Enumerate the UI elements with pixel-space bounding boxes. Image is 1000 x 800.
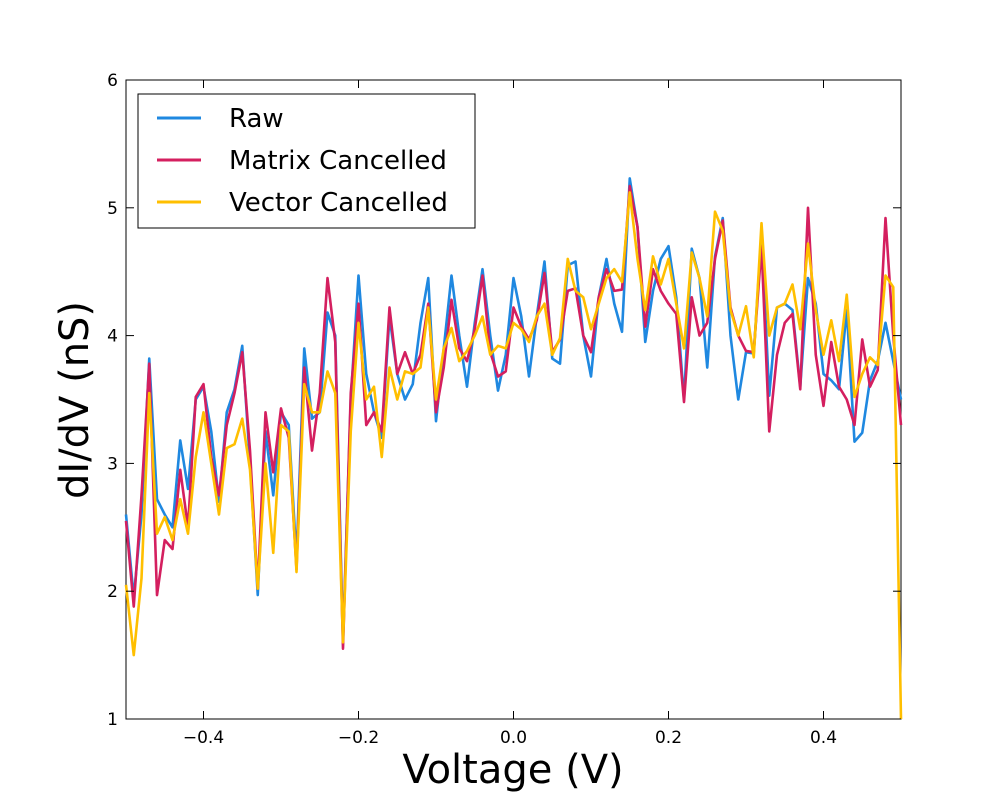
- x-tick-label: 0.4: [810, 728, 837, 748]
- x-tick-label: −0.4: [183, 728, 224, 748]
- y-axis-title: dI/dV (nS): [52, 301, 98, 499]
- series-layer: [124, 177, 903, 720]
- legend-label-raw: Raw: [229, 104, 284, 134]
- y-tick-label: 5: [107, 199, 118, 219]
- legend-label-matrix-cancelled: Matrix Cancelled: [229, 146, 447, 176]
- x-axis-title: Voltage (V): [402, 747, 623, 793]
- tick-layer: −0.4 −0.2 0.0 0.2 0.4 1 2 3 4 5 6: [107, 71, 901, 748]
- x-tick-label: 0.0: [500, 728, 527, 748]
- x-tick-label: −0.2: [338, 728, 379, 748]
- y-tick-label: 2: [107, 582, 118, 602]
- y-tick-label: 4: [107, 327, 118, 347]
- series-line-vector-cancelled: [124, 191, 903, 720]
- y-tick-label: 1: [107, 710, 118, 730]
- y-tick-label: 6: [107, 71, 118, 91]
- legend: Raw Matrix Cancelled Vector Cancelled: [137, 93, 476, 229]
- x-tick-label: 0.2: [655, 728, 682, 748]
- y-tick-label: 3: [107, 454, 118, 474]
- legend-label-vector-cancelled: Vector Cancelled: [229, 188, 448, 218]
